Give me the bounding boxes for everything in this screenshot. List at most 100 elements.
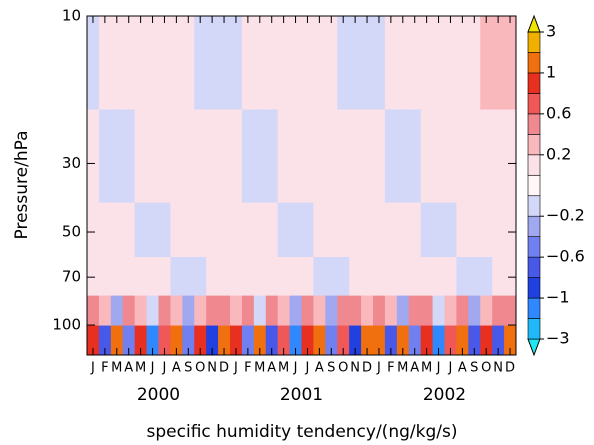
heat-cell [146,295,159,326]
x-tick-label: M [135,361,146,376]
heat-cell [384,16,398,110]
colorbar-box [527,256,541,278]
heat-cell [408,202,422,257]
heat-cell [492,325,505,356]
heat-cell [265,202,279,257]
heat-cell [98,109,112,203]
x-tick-label: A [172,361,181,376]
heat-cell [134,109,148,203]
heat-cell [396,202,410,257]
x-tick-label: M [397,361,408,376]
heat-cell [408,16,422,110]
heat-cell [98,256,112,296]
heat-cell [301,325,314,356]
y-tick-label: 10 [62,7,81,25]
heat-cell [337,109,350,203]
heat-cell [182,109,195,203]
heat-cell [265,109,279,203]
colorbar-box [527,72,541,94]
x-tick-label: M [254,361,265,376]
heat-cell [361,256,374,296]
x-tick-label: J [293,361,298,376]
heat-cell [241,109,255,203]
heat-cell [325,202,338,257]
heat-cell [504,256,517,296]
heat-cell [182,295,195,326]
colorbar-label: 0.2 [546,144,571,163]
x-tick-label: F [387,361,394,376]
heat-cell [170,16,183,110]
colorbar-box [527,93,541,115]
colorbar-label: −0.2 [546,206,585,225]
heat-cell [432,202,445,257]
heat-cell [349,325,362,356]
heat-cell [146,256,159,296]
heat-cell [218,16,231,110]
heat-cell [194,325,207,356]
heat-cell [241,16,255,110]
heat-cell [230,202,243,257]
colorbar-label: −1 [546,288,570,307]
x-tick-label: J [150,361,155,376]
heat-cell [182,202,195,257]
heat-cell [420,16,434,110]
heat-cell [194,295,207,326]
heat-cell [301,295,314,326]
heat-cell [432,16,445,110]
heat-cell [504,109,517,203]
heat-cell [87,109,100,203]
heat-cell [373,256,386,296]
heat-cell [444,325,457,356]
colorbar-triangle [527,14,541,33]
heat-cell [277,202,291,257]
colorbar-box [527,318,541,340]
heat-cell [492,109,505,203]
heat-cell [110,295,124,326]
colorbar-box [527,134,541,156]
heat-cell [206,16,219,110]
heat-cell [122,109,136,203]
heat-cell [444,202,457,257]
heat-cell [218,109,231,203]
heat-cell [87,202,100,257]
x-tick-label: J [305,361,310,376]
heat-cell [253,325,267,356]
heat-cell [134,295,148,326]
colorbar-triangle [527,338,541,357]
heat-cell [444,256,457,296]
heat-cell [289,202,302,257]
heat-cell [170,256,183,296]
heat-cell [170,295,183,326]
heat-cell [218,256,231,296]
plot-frame [86,15,517,356]
heat-cell [361,16,374,110]
heat-cell [182,16,195,110]
x-tick-label: A [315,361,324,376]
heat-cell [468,295,481,326]
heat-cell [170,325,183,356]
heat-cell [337,16,350,110]
heat-cell [194,202,207,257]
heat-cell [337,325,350,356]
heat-cell [122,256,136,296]
heat-cell [241,202,255,257]
heat-cell [384,109,398,203]
heat-cell [337,202,350,257]
heat-cell [408,109,422,203]
heat-cell [277,325,291,356]
heat-cell [134,325,148,356]
heat-cell [349,16,362,110]
heat-cell [110,202,124,257]
heat-cell [432,256,445,296]
colorbar-label: −3 [546,329,570,348]
heat-cell [194,109,207,203]
colorbar-label: 0.6 [546,103,571,122]
x-tick-label: N [350,361,360,376]
x-tick-label: N [207,361,217,376]
year-label: 2000 [137,385,180,405]
heat-cell [373,109,386,203]
heat-cell [492,202,505,257]
heat-cell [492,16,505,110]
heat-cell [218,325,231,356]
